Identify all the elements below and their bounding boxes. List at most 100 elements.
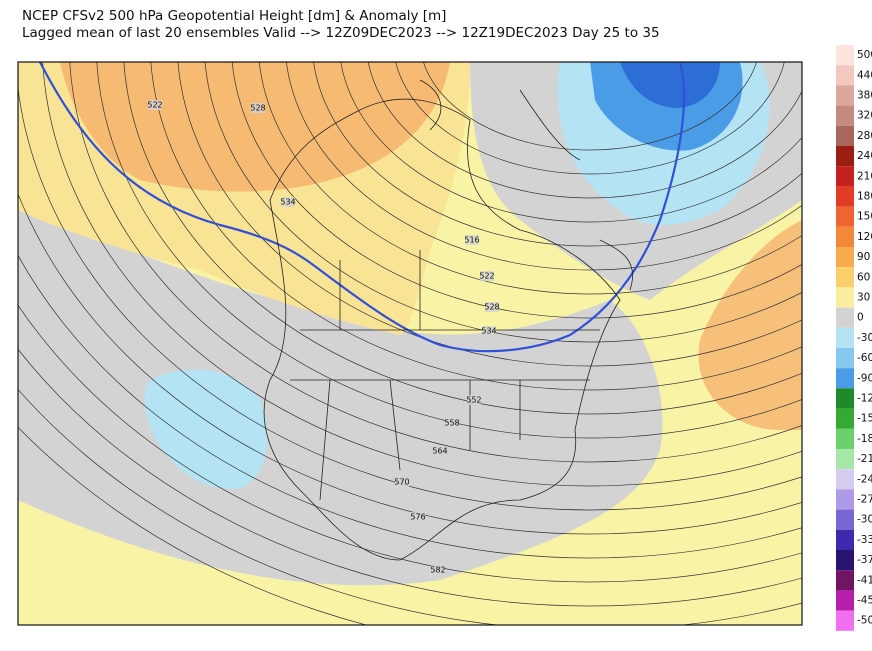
contour-label: 534: [280, 198, 295, 207]
colorbar-label: -120: [857, 393, 872, 405]
colorbar-label: -30: [857, 332, 872, 344]
colorbar-swatch: [836, 146, 854, 167]
colorbar-label: 280: [857, 130, 872, 142]
colorbar-label: 120: [857, 231, 872, 243]
colorbar-label: 150: [857, 211, 872, 223]
contour-label-bg: [485, 302, 499, 312]
colorbar-swatch: [836, 186, 854, 207]
colorbar-label: -90: [857, 372, 872, 384]
colorbar-label: -270: [857, 494, 872, 506]
contour-label: 516: [464, 236, 479, 245]
colorbar-swatch: [836, 45, 854, 66]
contour-label-bg: [467, 395, 481, 405]
colorbar-swatch: [836, 105, 854, 126]
contour-line: [18, 304, 802, 583]
colorbar-label: 240: [857, 150, 872, 162]
contour-line: [204, 62, 802, 343]
positive-anomaly: [698, 220, 802, 430]
contour-line: [18, 192, 802, 535]
colorbar-label: 60: [857, 271, 870, 283]
colorbar-label: 90: [857, 251, 870, 263]
contour-label: 528: [250, 104, 265, 113]
contour-line: [150, 62, 802, 391]
contour-line: [286, 62, 802, 271]
colorbar-swatch: [836, 85, 854, 106]
title: NCEP CFSv2 500 hPa Geopotential Height […: [22, 8, 446, 24]
colorbar-swatch: [836, 590, 854, 611]
contour-label-bg: [251, 103, 265, 113]
contour-label-bg: [395, 477, 409, 487]
contour-line: [231, 62, 802, 319]
colorbar-label: 440: [857, 69, 872, 81]
contour-label: 582: [430, 566, 445, 575]
colorbar-label: -180: [857, 433, 872, 445]
colorbar-swatch: [836, 570, 854, 591]
contour-label: 534: [481, 327, 496, 336]
contour-540: [39, 62, 685, 353]
contour-line: [96, 62, 802, 439]
positive-anomaly: [60, 62, 450, 192]
colorbar-label: 180: [857, 191, 872, 203]
colorbar-label: 500: [857, 49, 872, 61]
colorbar-label: -370: [857, 554, 872, 566]
map-frame: [17, 61, 803, 626]
contour-line: [395, 62, 785, 175]
contour-line: [18, 83, 802, 511]
colorbar-label: -60: [857, 352, 872, 364]
contour-label-bg: [281, 197, 295, 207]
contour-line: [18, 254, 802, 559]
contour-label-bg: [433, 446, 447, 456]
contour-line: [123, 62, 802, 415]
colorbar-swatch: [836, 489, 854, 510]
contour-line: [69, 62, 802, 463]
contour-label: 570: [394, 478, 409, 487]
coastlines: [263, 79, 633, 561]
colorbar-label: -240: [857, 473, 872, 485]
contour-label: 522: [147, 101, 162, 110]
colorbar-label: 380: [857, 90, 872, 102]
colorbar-swatch: [836, 125, 854, 146]
contour-line: [423, 62, 757, 151]
colorbar-swatch: [836, 449, 854, 470]
colorbar-label: 0: [857, 312, 864, 324]
neutral-area: [18, 200, 663, 586]
colorbar-swatch: [836, 408, 854, 429]
colorbar-swatch: [836, 287, 854, 308]
colorbar-swatch: [836, 348, 854, 369]
colorbar-label: -150: [857, 413, 872, 425]
colorbar-label: 30: [857, 292, 870, 304]
contour-label-bg: [411, 512, 425, 522]
contour-label: 558: [444, 419, 459, 428]
contour-label: 528: [484, 303, 499, 312]
subtitle: Lagged mean of last 20 ensembles Valid -…: [22, 25, 660, 41]
colorbar-swatch: [836, 509, 854, 530]
colorbar-swatch: [836, 226, 854, 247]
contour-label-bg: [465, 235, 479, 245]
colorbar-label: -300: [857, 514, 872, 526]
contour-label-bg: [431, 565, 445, 575]
colorbar-swatch: [836, 388, 854, 409]
colorbar-label: -330: [857, 534, 872, 546]
colorbar-swatch: [836, 469, 854, 490]
colorbar-label: 320: [857, 110, 872, 122]
colorbar: 500 440 380 320 280 240 210 180 150 120 90 60 30 0 -30…: [836, 45, 872, 631]
contour-label: 552: [466, 396, 481, 405]
colorbar-label: -410: [857, 574, 872, 586]
contour-label-bg: [148, 100, 162, 110]
colorbar-swatch: [836, 529, 854, 550]
colorbar-label: -210: [857, 453, 872, 465]
colorbar-swatch: [836, 428, 854, 449]
colorbar-label: 210: [857, 170, 872, 182]
contour-label: 522: [479, 272, 494, 281]
contour-label: 564: [432, 447, 447, 456]
colorbar-label: -450: [857, 595, 872, 607]
negative-anomaly: [144, 369, 268, 489]
colorbar-swatch: [836, 610, 854, 631]
contour-label-bg: [482, 326, 496, 336]
colorbar-swatch: [836, 267, 854, 288]
contour-line: [367, 62, 802, 199]
colorbar-swatch: [836, 206, 854, 227]
contour-label: 576: [410, 513, 425, 522]
